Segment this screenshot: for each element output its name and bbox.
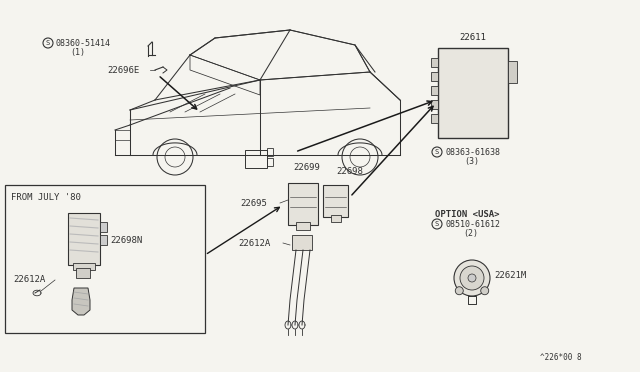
Text: S: S [46, 40, 50, 46]
Bar [267, 148, 273, 156]
Text: 08360-51414: 08360-51414 [56, 38, 111, 48]
Bar [5, 185, 205, 333]
Text: (3): (3) [464, 157, 479, 166]
Text: 22611: 22611 [460, 33, 486, 42]
Bar [431, 114, 438, 123]
Bar [288, 183, 318, 225]
Bar [431, 72, 438, 81]
Text: S: S [435, 221, 439, 227]
Text: 22696E: 22696E [107, 65, 140, 74]
Polygon shape [72, 288, 90, 315]
Circle shape [468, 274, 476, 282]
Text: 22612A: 22612A [238, 238, 270, 247]
Text: 08510-61612: 08510-61612 [445, 219, 500, 228]
Bar [292, 235, 312, 250]
Bar [431, 86, 438, 95]
Text: 22698N: 22698N [110, 235, 142, 244]
Text: (1): (1) [70, 48, 85, 57]
Bar [100, 235, 107, 245]
Circle shape [455, 287, 463, 295]
Bar [76, 268, 90, 278]
Circle shape [460, 266, 484, 290]
Bar [296, 222, 310, 230]
Bar [438, 48, 508, 138]
Text: FROM JULY '80: FROM JULY '80 [11, 193, 81, 202]
Text: 22695: 22695 [240, 199, 267, 208]
Text: 22699: 22699 [293, 163, 320, 171]
Text: 22621M: 22621M [494, 272, 526, 280]
Text: (2): (2) [463, 228, 478, 237]
Bar [68, 213, 100, 265]
Text: 22698: 22698 [336, 167, 363, 176]
Text: ^226*00 8: ^226*00 8 [540, 353, 582, 362]
Bar [73, 263, 95, 270]
Bar [431, 58, 438, 67]
Text: 22612A: 22612A [13, 276, 45, 285]
Circle shape [454, 260, 490, 296]
Circle shape [481, 287, 489, 295]
Bar [100, 222, 107, 232]
Bar [245, 150, 267, 168]
Bar [323, 185, 348, 217]
Text: S: S [435, 149, 439, 155]
Bar [331, 215, 341, 222]
Bar [431, 100, 438, 109]
Bar [508, 61, 517, 83]
Text: 08363-61638: 08363-61638 [445, 148, 500, 157]
Text: OPTION <USA>: OPTION <USA> [435, 210, 499, 219]
Bar [267, 158, 273, 166]
